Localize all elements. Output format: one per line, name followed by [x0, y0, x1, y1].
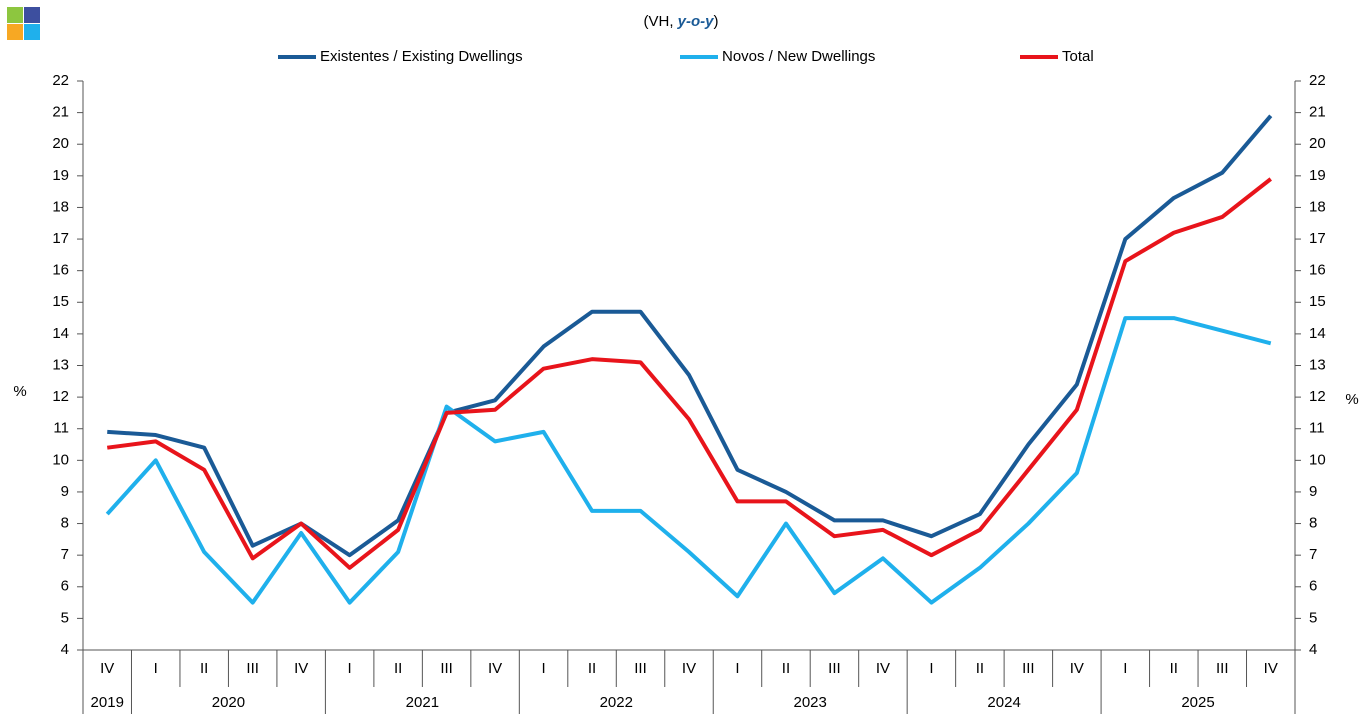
y-axis-label: %: [13, 383, 26, 400]
y2-tick-label: 20: [1309, 135, 1326, 152]
y2-tick-label: 18: [1309, 198, 1326, 215]
y-tick-label: 9: [61, 483, 69, 500]
y2-tick-label: 21: [1309, 104, 1326, 121]
y-tick-label: 17: [52, 230, 69, 247]
y-tick-label: 4: [61, 641, 69, 658]
y-tick-label: 10: [52, 451, 69, 468]
x-tick-label: I: [348, 660, 352, 677]
subtitle-part: (VH,: [643, 13, 677, 30]
y2-axis-label: %: [1345, 391, 1358, 408]
y2-tick-label: 7: [1309, 546, 1317, 563]
series-line: [105, 316, 1272, 605]
x-tick-label: II: [782, 660, 790, 677]
x-tick-label: III: [1022, 660, 1035, 677]
x-tick-label: II: [976, 660, 984, 677]
x-group-label: 2025: [1181, 694, 1214, 711]
y-tick-label: 7: [61, 546, 69, 563]
subtitle-part: ): [714, 13, 719, 30]
x-tick-label: II: [588, 660, 596, 677]
y-tick-label: 21: [52, 104, 69, 121]
y-tick-label: 19: [52, 167, 69, 184]
y2-tick-label: 9: [1309, 483, 1317, 500]
x-group-label: 2024: [987, 694, 1020, 711]
legend-label: Existentes / Existing Dwellings: [320, 48, 523, 65]
x-tick-label: II: [1170, 660, 1178, 677]
y-tick-label: 15: [52, 293, 69, 310]
legend-label: Novos / New Dwellings: [722, 48, 875, 65]
y-tick-label: 18: [52, 198, 69, 215]
x-tick-label: III: [828, 660, 841, 677]
x-tick-label: I: [154, 660, 158, 677]
y2-tick-label: 5: [1309, 609, 1317, 626]
y-tick-label: 5: [61, 609, 69, 626]
y2-tick-label: 6: [1309, 578, 1317, 595]
y-tick-label: 22: [52, 72, 69, 89]
y2-tick-label: 4: [1309, 641, 1317, 658]
x-tick-label: III: [1216, 660, 1229, 677]
y2-tick-label: 15: [1309, 293, 1326, 310]
y-tick-label: 20: [52, 135, 69, 152]
series-line: [106, 177, 1272, 570]
x-tick-label: I: [1123, 660, 1127, 677]
y2-tick-label: 12: [1309, 388, 1326, 405]
series-line: [107, 114, 1273, 558]
x-tick-label: I: [929, 660, 933, 677]
x-tick-label: II: [200, 660, 208, 677]
subtitle-emphasis: y-o-y: [677, 13, 714, 30]
x-group-label: 2020: [212, 694, 245, 711]
y-tick-label: 16: [52, 262, 69, 279]
y-tick-label: 12: [52, 388, 69, 405]
x-tick-label: IV: [1070, 660, 1084, 677]
x-tick-label: I: [541, 660, 545, 677]
x-tick-label: IV: [294, 660, 308, 677]
x-tick-label: III: [634, 660, 647, 677]
y2-tick-label: 14: [1309, 325, 1326, 342]
logo: [7, 7, 40, 40]
subtitle: (VH, y-o-y): [643, 13, 718, 30]
legend-label: Total: [1062, 48, 1094, 65]
x-tick-label: I: [735, 660, 739, 677]
x-tick-label: IV: [682, 660, 696, 677]
x-group-label: 2019: [91, 694, 124, 711]
x-tick-label: IV: [876, 660, 890, 677]
x-group-label: 2023: [794, 694, 827, 711]
y2-tick-label: 13: [1309, 356, 1326, 373]
x-tick-label: IV: [1264, 660, 1278, 677]
x-tick-label: IV: [100, 660, 114, 677]
y-tick-label: 14: [52, 325, 69, 342]
y2-tick-label: 8: [1309, 515, 1317, 532]
y2-tick-label: 17: [1309, 230, 1326, 247]
x-tick-label: III: [440, 660, 453, 677]
y2-tick-label: 11: [1309, 420, 1325, 437]
y-tick-label: 8: [61, 515, 69, 532]
x-group-label: 2022: [600, 694, 633, 711]
x-tick-label: IV: [488, 660, 502, 677]
y2-tick-label: 22: [1309, 72, 1326, 89]
y2-tick-label: 16: [1309, 262, 1326, 279]
y-tick-label: 11: [53, 420, 69, 437]
y2-tick-label: 19: [1309, 167, 1326, 184]
y-tick-label: 13: [52, 356, 69, 373]
y2-tick-label: 10: [1309, 451, 1326, 468]
x-tick-label: III: [246, 660, 259, 677]
x-tick-label: II: [394, 660, 402, 677]
x-group-label: 2021: [406, 694, 439, 711]
y-tick-label: 6: [61, 578, 69, 595]
